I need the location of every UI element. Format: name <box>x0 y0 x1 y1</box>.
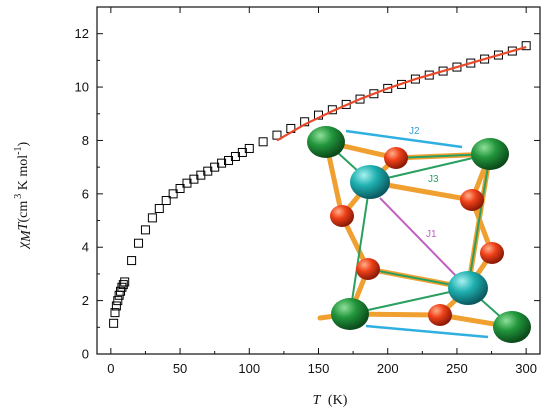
data-point <box>111 301 121 311</box>
y-tick-label: 6 <box>82 186 89 201</box>
data-point <box>118 280 128 290</box>
x-tick-label: 200 <box>377 361 399 376</box>
atom-green <box>493 311 531 343</box>
x-tick-label: 250 <box>446 361 468 376</box>
x-tick-label: 150 <box>308 361 330 376</box>
crystal-structure-inset: J2 J3 J1 <box>307 126 531 343</box>
j2-bottom-line <box>365 324 489 339</box>
data-point <box>452 62 462 72</box>
atom-green <box>471 138 509 170</box>
data-point <box>272 130 282 140</box>
atom-red <box>330 205 354 227</box>
y-axis-sub: M <box>19 229 34 243</box>
data-point <box>117 282 127 292</box>
x-axis-unit: (K) <box>328 393 348 408</box>
data-point <box>110 308 120 318</box>
data-point <box>244 143 254 153</box>
y-axis-title: χMT(cm 3 K mol-1) <box>13 142 34 251</box>
y-tick-label: 10 <box>75 80 89 95</box>
y-axis-unit-sup2: -1 <box>13 147 24 155</box>
x-tick-label: 300 <box>515 361 537 376</box>
y-tick-label: 0 <box>82 347 89 362</box>
y-axis-unit-close: ) <box>16 142 31 147</box>
j3-label: J3 <box>428 174 439 185</box>
y-tick-label: 4 <box>82 240 89 255</box>
j1-label: J1 <box>426 229 437 240</box>
y-axis-unit-sup: 3 <box>13 194 24 199</box>
data-point <box>383 83 393 93</box>
x-tick-label: 50 <box>173 361 187 376</box>
data-point <box>217 158 227 168</box>
data-point <box>127 256 137 266</box>
fit-line <box>276 45 527 142</box>
atom-red <box>384 147 408 169</box>
data-point <box>120 277 130 287</box>
data-point <box>147 213 157 223</box>
y-tick-label: 2 <box>82 293 89 308</box>
x-tick-label: 100 <box>238 361 260 376</box>
data-point <box>154 204 164 214</box>
x-tick-label: 0 <box>107 361 114 376</box>
y-axis-T: T <box>16 221 31 230</box>
data-point <box>168 189 178 199</box>
y-axis-unit-open: (cm <box>16 201 31 223</box>
data-point <box>480 54 490 64</box>
atom-red <box>480 242 504 264</box>
data-point <box>410 74 420 84</box>
data-point <box>355 94 365 104</box>
data-point <box>424 70 434 80</box>
j2-label: J2 <box>409 126 420 137</box>
y-axis-unit-mid: K mol <box>16 155 31 194</box>
data-point <box>134 238 144 248</box>
atom-teal <box>350 165 390 199</box>
data-point <box>369 89 379 99</box>
data-point <box>507 46 517 56</box>
data-point <box>161 196 171 206</box>
y-tick-label: 12 <box>75 26 89 41</box>
data-point <box>493 50 503 60</box>
data-point <box>140 225 150 235</box>
data-point <box>175 184 185 194</box>
j1-line <box>379 197 459 279</box>
atom-red <box>428 304 452 326</box>
data-point <box>521 41 531 51</box>
data-point <box>466 58 476 68</box>
data-point <box>109 318 119 328</box>
axes: 0 50 100 150 200 250 300 0 2 4 6 8 10 12 <box>75 6 541 376</box>
j2-top-line <box>345 129 463 149</box>
y-tick-label: 8 <box>82 133 89 148</box>
data-point <box>113 296 123 306</box>
data-point <box>258 137 268 147</box>
atom-green <box>331 298 369 330</box>
atom-green <box>307 126 345 158</box>
x-axis-symbol: T <box>313 393 322 408</box>
data-markers <box>109 41 531 328</box>
x-axis-title: T (K) <box>313 393 348 408</box>
y-axis-chi: χ <box>16 241 31 250</box>
atom-red <box>460 189 484 211</box>
atom-teal <box>448 271 488 305</box>
data-point <box>438 66 448 76</box>
fit-line-group <box>276 45 527 142</box>
atom-red <box>356 258 380 280</box>
